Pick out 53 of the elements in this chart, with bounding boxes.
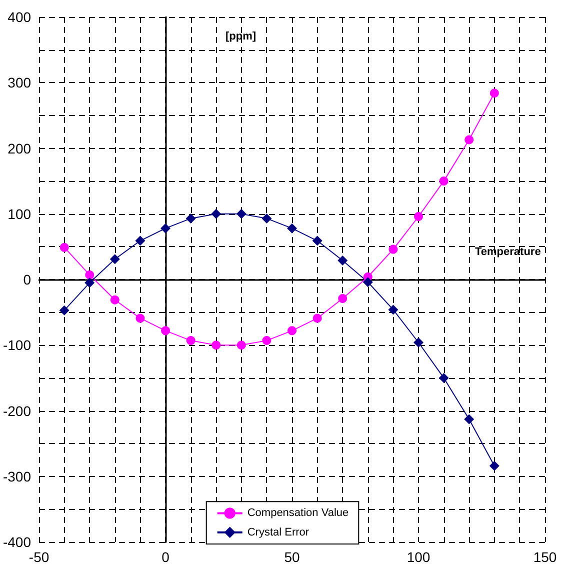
point (110, 254, 120, 264)
point (110, 295, 120, 304)
point (414, 212, 424, 221)
point (236, 208, 246, 219)
point (464, 414, 474, 424)
point (84, 278, 95, 288)
x-tick-label: 0 (162, 549, 170, 564)
point (160, 223, 171, 234)
y-tick-label: -100 (2, 337, 32, 354)
point (362, 277, 373, 288)
point (60, 242, 69, 252)
point (338, 294, 348, 304)
point (312, 314, 322, 323)
point (161, 326, 170, 336)
point (312, 236, 322, 246)
legend-label: Compensation Value (247, 507, 349, 520)
y-tick-label: 100 (8, 206, 32, 222)
point (186, 336, 196, 346)
x-tick-label: -50 (28, 549, 50, 564)
point (288, 326, 297, 336)
y-tick-label: 200 (8, 140, 32, 156)
y-tick-label: 300 (8, 74, 32, 91)
point (135, 236, 146, 246)
y-tick-label: -300 (2, 468, 32, 484)
point (464, 135, 474, 144)
point (59, 305, 70, 316)
point (186, 213, 196, 224)
x-axis-title: Temperature (475, 246, 541, 258)
y-tick-label: -400 (2, 534, 32, 550)
x-tick-label: 100 (406, 549, 430, 564)
point (262, 336, 272, 346)
point (388, 244, 398, 254)
legend-label: Crystal Error (247, 526, 310, 538)
y-axis-title: [ppm] (226, 30, 256, 42)
point (490, 88, 499, 98)
point (388, 304, 398, 315)
point (338, 255, 348, 266)
point (211, 208, 222, 219)
y-tick-label: 0 (23, 272, 32, 288)
point (438, 372, 449, 383)
point (212, 340, 221, 350)
x-tick-label: 50 (284, 549, 300, 564)
y-tick-label: -200 (2, 402, 32, 419)
x-tick-label: 150 (533, 549, 557, 564)
point (236, 340, 246, 350)
point (414, 338, 424, 348)
point (489, 460, 500, 471)
point (136, 314, 145, 323)
point (439, 176, 448, 186)
y-tick-label: 400 (8, 9, 32, 25)
point (85, 270, 94, 280)
point (287, 223, 298, 234)
point (262, 213, 272, 224)
